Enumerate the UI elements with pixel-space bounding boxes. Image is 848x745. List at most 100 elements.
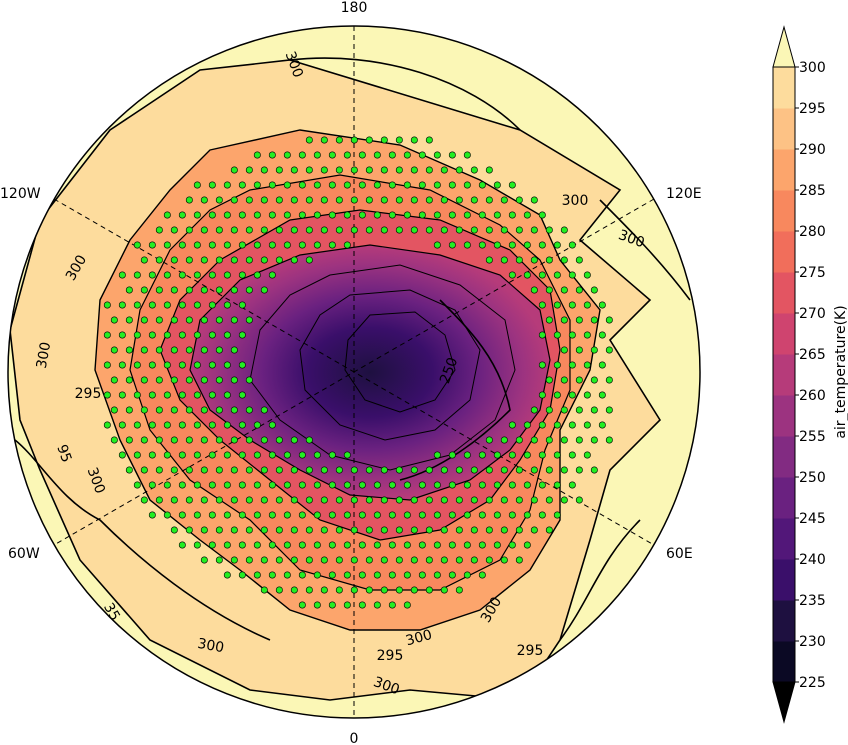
stipple-dot bbox=[485, 496, 493, 504]
stipple-dot bbox=[230, 286, 238, 294]
stipple-dot bbox=[230, 256, 238, 264]
stipple-dot bbox=[215, 226, 223, 234]
stipple-dot bbox=[208, 301, 216, 309]
stipple-dot bbox=[208, 451, 216, 459]
stipple-dot bbox=[365, 196, 373, 204]
stipple-dot bbox=[410, 466, 418, 474]
stipple-dot bbox=[253, 541, 261, 549]
stipple-dot bbox=[448, 481, 456, 489]
stipple-dot bbox=[185, 286, 193, 294]
stipple-dot bbox=[268, 481, 276, 489]
stipple-dot bbox=[290, 436, 298, 444]
stipple-dot bbox=[530, 466, 538, 474]
stipple-dot bbox=[418, 151, 426, 159]
stipple-dot bbox=[133, 421, 141, 429]
stipple-dot bbox=[305, 166, 313, 174]
colorbar-segment bbox=[773, 108, 795, 150]
stipple-dot bbox=[253, 241, 261, 249]
stipple-dot bbox=[365, 586, 373, 594]
stipple-dot bbox=[433, 241, 441, 249]
stipple-dot bbox=[110, 436, 118, 444]
stipple-dot bbox=[290, 466, 298, 474]
stipple-dot bbox=[343, 601, 351, 609]
stipple-dot bbox=[358, 211, 366, 219]
stipple-dot bbox=[470, 496, 478, 504]
stipple-dot bbox=[238, 241, 246, 249]
stipple-dot bbox=[200, 286, 208, 294]
stipple-dot bbox=[103, 301, 111, 309]
stipple-dot bbox=[140, 406, 148, 414]
stipple-dot bbox=[208, 181, 216, 189]
stipple-dot bbox=[133, 451, 141, 459]
stipple-dot bbox=[500, 226, 508, 234]
stipple-dot bbox=[305, 556, 313, 564]
colorbar-tick-label: 270 bbox=[799, 306, 826, 322]
stipple-dot bbox=[485, 526, 493, 534]
stipple-dot bbox=[178, 511, 186, 519]
stipple-dot bbox=[268, 241, 276, 249]
stipple-dot bbox=[163, 391, 171, 399]
stipple-dot bbox=[148, 361, 156, 369]
stipple-dot bbox=[268, 151, 276, 159]
stipple-dot bbox=[380, 466, 388, 474]
stipple-dot bbox=[448, 241, 456, 249]
stipple-dot bbox=[133, 271, 141, 279]
stipple-dot bbox=[253, 571, 261, 579]
stipple-dot bbox=[298, 541, 306, 549]
stipple-dot bbox=[538, 451, 546, 459]
stipple-dot bbox=[200, 316, 208, 324]
stipple-dot bbox=[215, 556, 223, 564]
stipple-dot bbox=[245, 196, 253, 204]
stipple-dot bbox=[478, 451, 486, 459]
stipple-dot bbox=[290, 196, 298, 204]
stipple-dot bbox=[373, 481, 381, 489]
stipple-dot bbox=[590, 466, 598, 474]
stipple-dot bbox=[343, 481, 351, 489]
stipple-dot bbox=[148, 511, 156, 519]
stipple-dot bbox=[448, 511, 456, 519]
stipple-dot bbox=[125, 376, 133, 384]
stipple-dot bbox=[170, 286, 178, 294]
stipple-dot bbox=[418, 541, 426, 549]
stipple-dot bbox=[373, 211, 381, 219]
stipple-dot bbox=[575, 316, 583, 324]
stipple-dot bbox=[433, 511, 441, 519]
stipple-dot bbox=[163, 331, 171, 339]
stipple-dot bbox=[290, 496, 298, 504]
stipple-dot bbox=[583, 271, 591, 279]
stipple-dot bbox=[433, 211, 441, 219]
stipple-dot bbox=[508, 511, 516, 519]
lon-label-180: 180 bbox=[341, 0, 368, 16]
stipple-dot bbox=[425, 226, 433, 234]
stipple-dot bbox=[508, 481, 516, 489]
stipple-dot bbox=[575, 256, 583, 264]
stipple-dot bbox=[125, 436, 133, 444]
stipple-dot bbox=[290, 526, 298, 534]
colorbar-tick-label: 265 bbox=[799, 347, 826, 363]
stipple-dot bbox=[320, 136, 328, 144]
stipple-dot bbox=[253, 451, 261, 459]
stipple-dot bbox=[335, 226, 343, 234]
stipple-dot bbox=[568, 451, 576, 459]
stipple-dot bbox=[358, 571, 366, 579]
stipple-dot bbox=[178, 211, 186, 219]
stipple-dot bbox=[238, 181, 246, 189]
stipple-dot bbox=[478, 181, 486, 189]
stipple-dot bbox=[538, 511, 546, 519]
stipple-dot bbox=[283, 241, 291, 249]
stipple-dot bbox=[388, 181, 396, 189]
stipple-dot bbox=[200, 406, 208, 414]
stipple-dot bbox=[470, 226, 478, 234]
colorbar-segment bbox=[773, 477, 795, 519]
stipple-dot bbox=[523, 541, 531, 549]
stipple-dot bbox=[223, 421, 231, 429]
stipple-dot bbox=[500, 466, 508, 474]
stipple-dot bbox=[193, 271, 201, 279]
stipple-dot bbox=[440, 496, 448, 504]
stipple-dot bbox=[140, 496, 148, 504]
stipple-dot bbox=[365, 526, 373, 534]
stipple-dot bbox=[305, 586, 313, 594]
stipple-dot bbox=[515, 556, 523, 564]
stipple-dot bbox=[238, 451, 246, 459]
stipple-dot bbox=[193, 181, 201, 189]
